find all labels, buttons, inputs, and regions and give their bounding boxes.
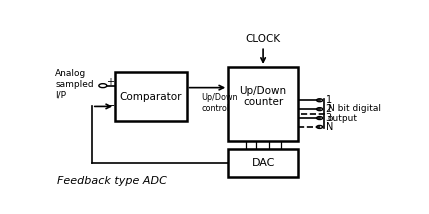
Text: Up/Down
counter: Up/Down counter bbox=[239, 86, 287, 107]
Text: Up/Down
control: Up/Down control bbox=[201, 93, 238, 113]
Text: CLOCK: CLOCK bbox=[245, 34, 281, 44]
Text: DAC: DAC bbox=[251, 158, 275, 168]
Bar bbox=[228, 67, 298, 141]
Text: 3: 3 bbox=[326, 113, 332, 123]
Text: 1: 1 bbox=[326, 95, 332, 105]
Text: N: N bbox=[326, 122, 333, 132]
Text: −: − bbox=[106, 101, 115, 111]
Text: +: + bbox=[106, 77, 114, 86]
Bar bbox=[228, 149, 298, 177]
Bar bbox=[115, 72, 187, 121]
Text: Feedback type ADC: Feedback type ADC bbox=[57, 176, 167, 186]
Text: 2: 2 bbox=[326, 104, 332, 114]
Text: Analog
sampled
I/P: Analog sampled I/P bbox=[55, 68, 94, 100]
Text: Comparator: Comparator bbox=[120, 92, 182, 101]
Text: N bit digital
output: N bit digital output bbox=[328, 104, 381, 123]
